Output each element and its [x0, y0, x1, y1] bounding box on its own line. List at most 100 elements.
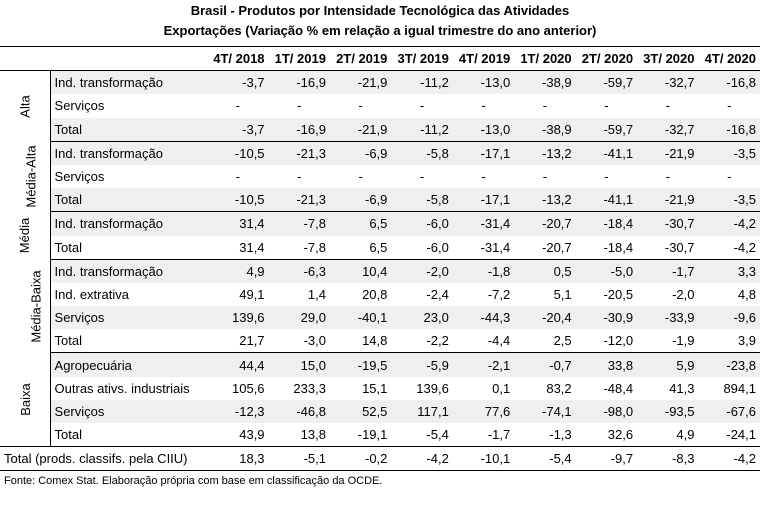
value-cell: -30,7 [637, 211, 699, 236]
value-cell: - [481, 98, 486, 114]
table-row: Serviços -12,3 -46,8 52,5 117,1 77,6 -74,1 -98,… [0, 399, 760, 423]
value-cell: -13,0 [452, 117, 515, 142]
value-cell: 52,5 [329, 399, 392, 423]
table-row: Total 31,4 -7,8 6,5 -6,0 -31,4 -20,7 -18,4 -30,7… [0, 235, 760, 260]
value-cell: 41,3 [669, 380, 695, 396]
value-cell: 6,5 [329, 211, 392, 236]
value-cell: -59,7 [575, 117, 638, 142]
value-cell: 20,8 [362, 286, 388, 302]
value-cell: -6,9 [329, 188, 392, 213]
value-cell: - [358, 169, 363, 185]
value-cell: -2,0 [391, 259, 453, 283]
value-cell: -16,8 [698, 70, 760, 95]
value-cell: 31,4 [207, 235, 269, 260]
value-cell: -74,1 [514, 399, 576, 423]
table-row: Total -10,5 -21,3 -6,9 -5,8 -17,1 -13,2 -41,1 -2… [0, 188, 760, 213]
value-cell: - [358, 98, 363, 114]
table-row: Serviços - - - - - - - - - [0, 165, 760, 188]
value-cell: -30,9 [575, 306, 638, 330]
grand-total-value: -0,2 [329, 446, 392, 472]
column-header: 2T/ 2019 [329, 45, 392, 72]
value-cell: -13,2 [514, 188, 576, 213]
value-cell: 21,7 [207, 329, 269, 354]
table-title: Brasil - Produtos por Intensidade Tecnol… [190, 3, 570, 18]
value-cell: -5,9 [391, 352, 453, 377]
value-cell: 15,1 [362, 380, 388, 396]
value-cell: -20,4 [514, 306, 576, 330]
value-cell: 31,4 [207, 211, 269, 236]
value-cell: -33,9 [637, 306, 699, 330]
value-cell: 6,5 [329, 235, 392, 260]
value-cell: - [419, 98, 425, 114]
row-label: Agropecuária [50, 352, 208, 377]
value-cell: -2,0 [672, 286, 695, 302]
value-cell: -21,3 [268, 188, 330, 213]
row-label: Total [50, 329, 208, 354]
grand-total-row: Total (prods. classifs. pela CIIU) 18,3 -5… [0, 446, 760, 472]
value-cell: -17,1 [452, 141, 515, 165]
row-label: Total [50, 188, 208, 213]
value-cell: -40,1 [329, 306, 392, 330]
header-corner [0, 45, 208, 72]
value-cell: -12,0 [575, 329, 638, 354]
value-cell: 13,8 [268, 423, 330, 448]
value-cell: 49,1 [239, 286, 265, 302]
value-cell: -7,8 [268, 235, 330, 260]
value-cell: 10,4 [329, 259, 392, 283]
column-header: 3T/ 2019 [391, 45, 453, 72]
value-cell: -7,2 [487, 286, 511, 302]
row-label: Serviços [54, 98, 105, 114]
value-cell: -3,7 [207, 70, 269, 95]
value-cell: -19,5 [329, 352, 392, 377]
value-cell: -4,4 [452, 329, 515, 354]
group-label: Média [0, 211, 51, 260]
value-cell: 15,0 [268, 352, 330, 377]
value-cell: 4,9 [637, 423, 699, 448]
column-header: 2T/ 2020 [575, 45, 638, 72]
table-row: Média Ind. transformação 31,4 -7,8 6,5 -6,0 -3… [0, 211, 760, 260]
row-label: Ind. extrativa [54, 286, 129, 302]
row-label: Serviços [50, 306, 208, 330]
value-cell: -20,7 [514, 211, 576, 236]
value-cell: - [665, 169, 670, 185]
value-cell: 3,9 [698, 329, 760, 354]
row-label: Ind. transformação [50, 70, 208, 95]
value-cell: - [542, 169, 548, 185]
value-cell: -20,7 [514, 235, 576, 260]
group-name: Média-Baixa [28, 269, 44, 343]
value-cell: -5,0 [575, 259, 638, 283]
row-label: Total [50, 117, 208, 142]
value-cell: - [604, 98, 609, 114]
column-header: 4T/ 2018 [207, 45, 269, 72]
value-cell: - [727, 169, 732, 185]
grand-total-value: -10,1 [452, 446, 515, 472]
value-cell: -6,9 [329, 141, 392, 165]
value-cell: -31,4 [452, 211, 515, 236]
value-cell: 14,8 [329, 329, 392, 354]
value-cell: -24,1 [698, 423, 760, 448]
value-cell: 4,8 [737, 286, 756, 302]
value-cell: -3,7 [207, 117, 269, 142]
table-row: Baixa Agropecuária 44,4 15,0 -19,5 -5,9 -2,1 -0… [0, 352, 760, 447]
value-cell: -7,8 [268, 211, 330, 236]
grand-total-value: -8,3 [637, 446, 699, 472]
value-cell: -3,5 [698, 188, 760, 213]
value-cell: -30,7 [637, 235, 699, 260]
table-row: Total 21,7 -3,0 14,8 -2,2 -4,4 2,5 -12,0 -1,9 3,9 [0, 329, 760, 354]
value-cell: -2,2 [391, 329, 453, 354]
value-cell: -5,8 [391, 188, 453, 213]
value-cell: -38,9 [514, 70, 576, 95]
value-cell: -44,3 [452, 306, 515, 330]
value-cell: -1,3 [514, 423, 576, 448]
value-cell: -10,5 [207, 188, 269, 213]
value-cell: 77,6 [452, 399, 515, 423]
value-cell: 43,9 [207, 423, 269, 448]
value-cell: -67,6 [698, 399, 760, 423]
column-header: 4T/ 2019 [452, 45, 515, 72]
value-cell: - [297, 98, 302, 114]
value-cell: 44,4 [207, 352, 269, 377]
value-cell: -59,7 [575, 70, 638, 95]
grand-total-value: -4,2 [698, 446, 760, 472]
row-label: Outras ativs. industriais [54, 380, 190, 396]
row-label: Ind. transformação [50, 211, 208, 236]
